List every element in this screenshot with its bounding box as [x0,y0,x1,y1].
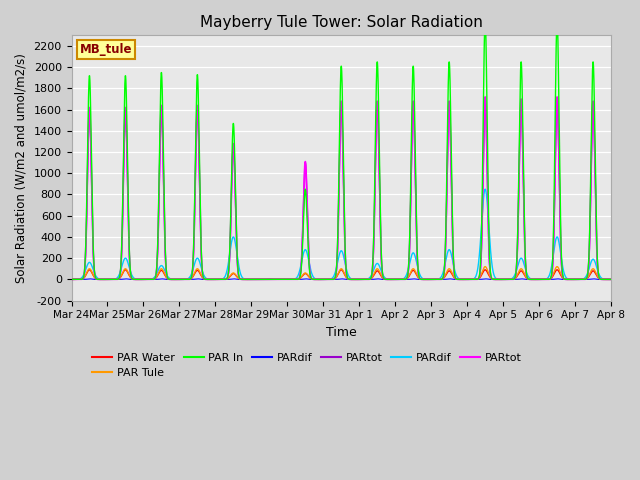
Y-axis label: Solar Radiation (W/m2 and umol/m2/s): Solar Radiation (W/m2 and umol/m2/s) [15,53,28,283]
Text: MB_tule: MB_tule [79,43,132,56]
X-axis label: Time: Time [326,326,356,339]
Legend: PAR Water, PAR Tule, PAR In, PARdif, PARtot, PARdif, PARtot: PAR Water, PAR Tule, PAR In, PARdif, PAR… [88,348,526,383]
Title: Mayberry Tule Tower: Solar Radiation: Mayberry Tule Tower: Solar Radiation [200,15,483,30]
